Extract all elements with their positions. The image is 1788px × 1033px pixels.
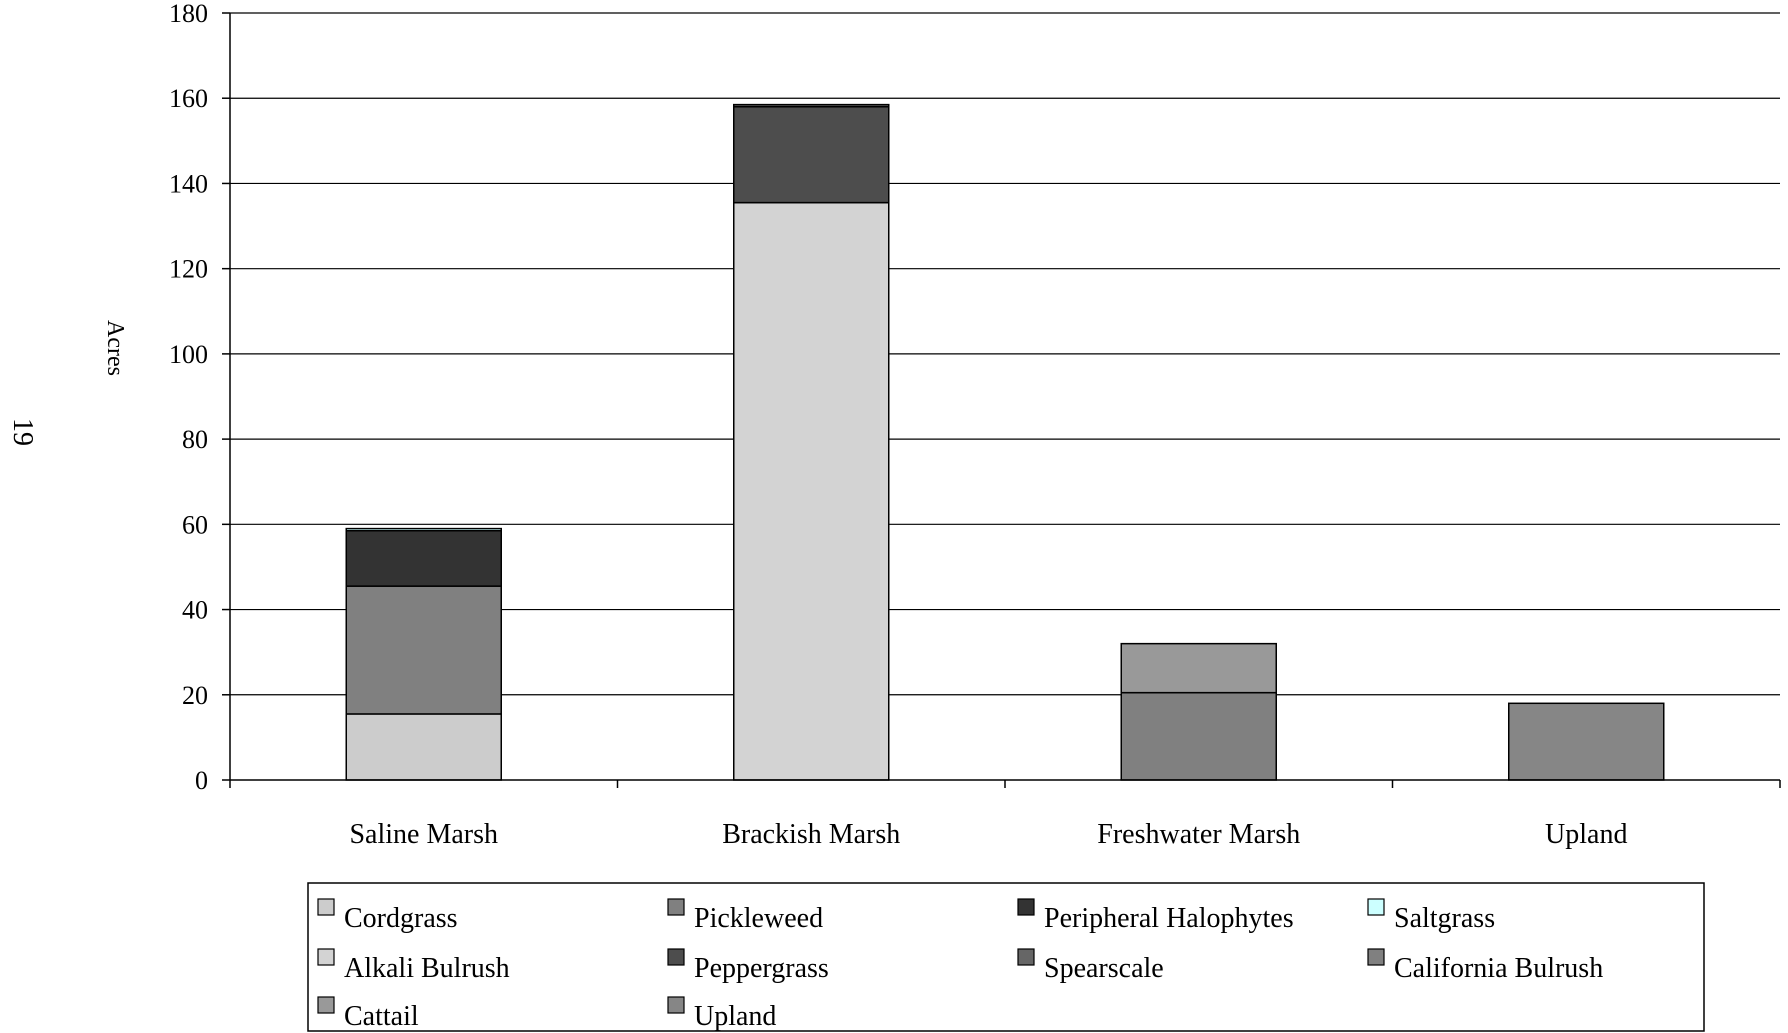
bar-segment-cordgrass xyxy=(345,713,502,781)
bar-segment-alkali-bulrush xyxy=(733,201,890,781)
plot-area: 0 20 40 60 80 100 120 140 160 180 Saline Marsh Bra… xyxy=(169,0,1781,850)
legend-label: California Bulrush xyxy=(1394,953,1603,984)
category-label: Brackish Marsh xyxy=(722,819,900,850)
legend-swatch xyxy=(1017,948,1035,966)
y-tick-label: 180 xyxy=(169,0,208,28)
bar-segment-peppergrass xyxy=(733,105,890,204)
bar-segment-spearscale xyxy=(733,103,890,108)
legend-label: Peppergrass xyxy=(694,953,829,984)
y-tick-label: 140 xyxy=(169,169,208,198)
y-tick-labels: 0 20 40 60 80 100 120 140 160 180 xyxy=(169,0,208,795)
bar-segment-cattail xyxy=(1120,642,1277,694)
legend-label: Alkali Bulrush xyxy=(344,953,510,984)
legend-label: Upland xyxy=(694,1001,776,1032)
legend-swatch xyxy=(667,996,685,1014)
legend: Cordgrass Pickleweed Peripheral Halophytes… xyxy=(307,882,1705,1032)
category-label: Saline Marsh xyxy=(349,819,498,850)
legend-swatch xyxy=(317,898,335,916)
page-number: 19 xyxy=(7,418,38,446)
legend-swatch xyxy=(317,996,335,1014)
y-axis-title: Acres xyxy=(102,320,128,376)
legend-label: Cattail xyxy=(344,1001,419,1032)
legend-label: Spearscale xyxy=(1044,953,1164,984)
category-label: Freshwater Marsh xyxy=(1097,819,1300,850)
bar-segment-upland xyxy=(1508,702,1665,781)
bar-segment-peripheral-halophytes xyxy=(345,529,502,587)
legend-swatch xyxy=(1017,898,1035,916)
bar-segment-california-bulrush xyxy=(1120,691,1277,781)
bar-segment-pickleweed xyxy=(345,585,502,715)
y-tick-label: 60 xyxy=(182,510,208,539)
legend-box xyxy=(307,882,1705,1032)
legend-label: Peripheral Halophytes xyxy=(1044,903,1294,934)
axes xyxy=(222,12,1781,788)
y-tick-label: 20 xyxy=(182,681,208,710)
bar-segment-saltgrass xyxy=(345,527,502,532)
legend-swatch xyxy=(667,898,685,916)
y-tick-label: 160 xyxy=(169,84,208,113)
y-tick-label: 100 xyxy=(169,340,208,369)
legend-label: Pickleweed xyxy=(694,903,823,934)
bars xyxy=(345,103,1665,781)
y-tick-label: 80 xyxy=(182,425,208,454)
legend-swatch xyxy=(1367,948,1385,966)
y-tick-label: 0 xyxy=(195,766,208,795)
y-tick-label: 40 xyxy=(182,596,208,625)
category-labels: Saline Marsh Brackish Marsh Freshwater Mar… xyxy=(349,819,1627,850)
category-label: Upland xyxy=(1545,819,1627,850)
legend-swatch xyxy=(667,948,685,966)
legend-swatch xyxy=(1367,898,1385,916)
y-tick-label: 120 xyxy=(169,255,208,284)
legend-label: Saltgrass xyxy=(1394,903,1495,934)
legend-swatch xyxy=(317,948,335,966)
legend-label: Cordgrass xyxy=(344,903,458,934)
